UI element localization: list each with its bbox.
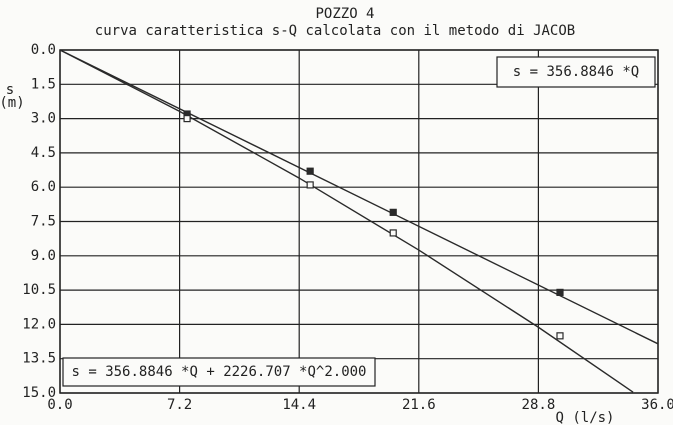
y-tick-label: 4.5 [31, 145, 56, 161]
plot-frame [59, 49, 659, 394]
data-point [306, 181, 314, 189]
fit-line [60, 50, 658, 345]
y-tick-label: 10.5 [22, 282, 56, 298]
x-tick-label: 28.8 [522, 397, 556, 413]
x-tick-label: 14.4 [282, 397, 316, 413]
y-tick-label: 13.5 [22, 351, 56, 367]
x-axis-label: Q (l/s) [555, 410, 614, 425]
y-tick-label: 9.0 [31, 248, 56, 264]
chart-title: POZZO 4 [315, 6, 374, 22]
annotation-box [496, 56, 656, 88]
data-point [306, 167, 314, 175]
y-axis-unit: (m) [0, 95, 25, 111]
annotation-box [62, 357, 376, 387]
x-tick-label: 7.2 [167, 397, 192, 413]
y-tick-label: 6.0 [31, 179, 56, 195]
y-tick-label: 12.0 [22, 316, 56, 332]
annotation: s = 356.8846 *Q + 2226.707 *Q^2.000 [71, 364, 366, 380]
data-point [183, 114, 191, 123]
data-point [556, 288, 564, 296]
data-point [556, 332, 564, 340]
x-tick-label: 36.0 [641, 397, 673, 413]
data-point [389, 229, 397, 237]
y-tick-label: 15.0 [22, 385, 56, 401]
fit-line [60, 50, 634, 393]
x-tick-label: 21.6 [402, 397, 436, 413]
y-axis-label: s [6, 82, 14, 98]
y-tick-label: 7.5 [31, 214, 56, 230]
x-tick-label: 0.0 [47, 397, 72, 413]
y-tick-label: 3.0 [31, 111, 56, 127]
data-point [389, 208, 397, 216]
y-tick-label: 0.0 [31, 42, 56, 58]
annotation: s = 356.8846 *Q [513, 64, 639, 80]
chart-subtitle: curva caratteristica s-Q calcolata con i… [95, 23, 575, 39]
y-tick-label: 1.5 [31, 76, 56, 92]
